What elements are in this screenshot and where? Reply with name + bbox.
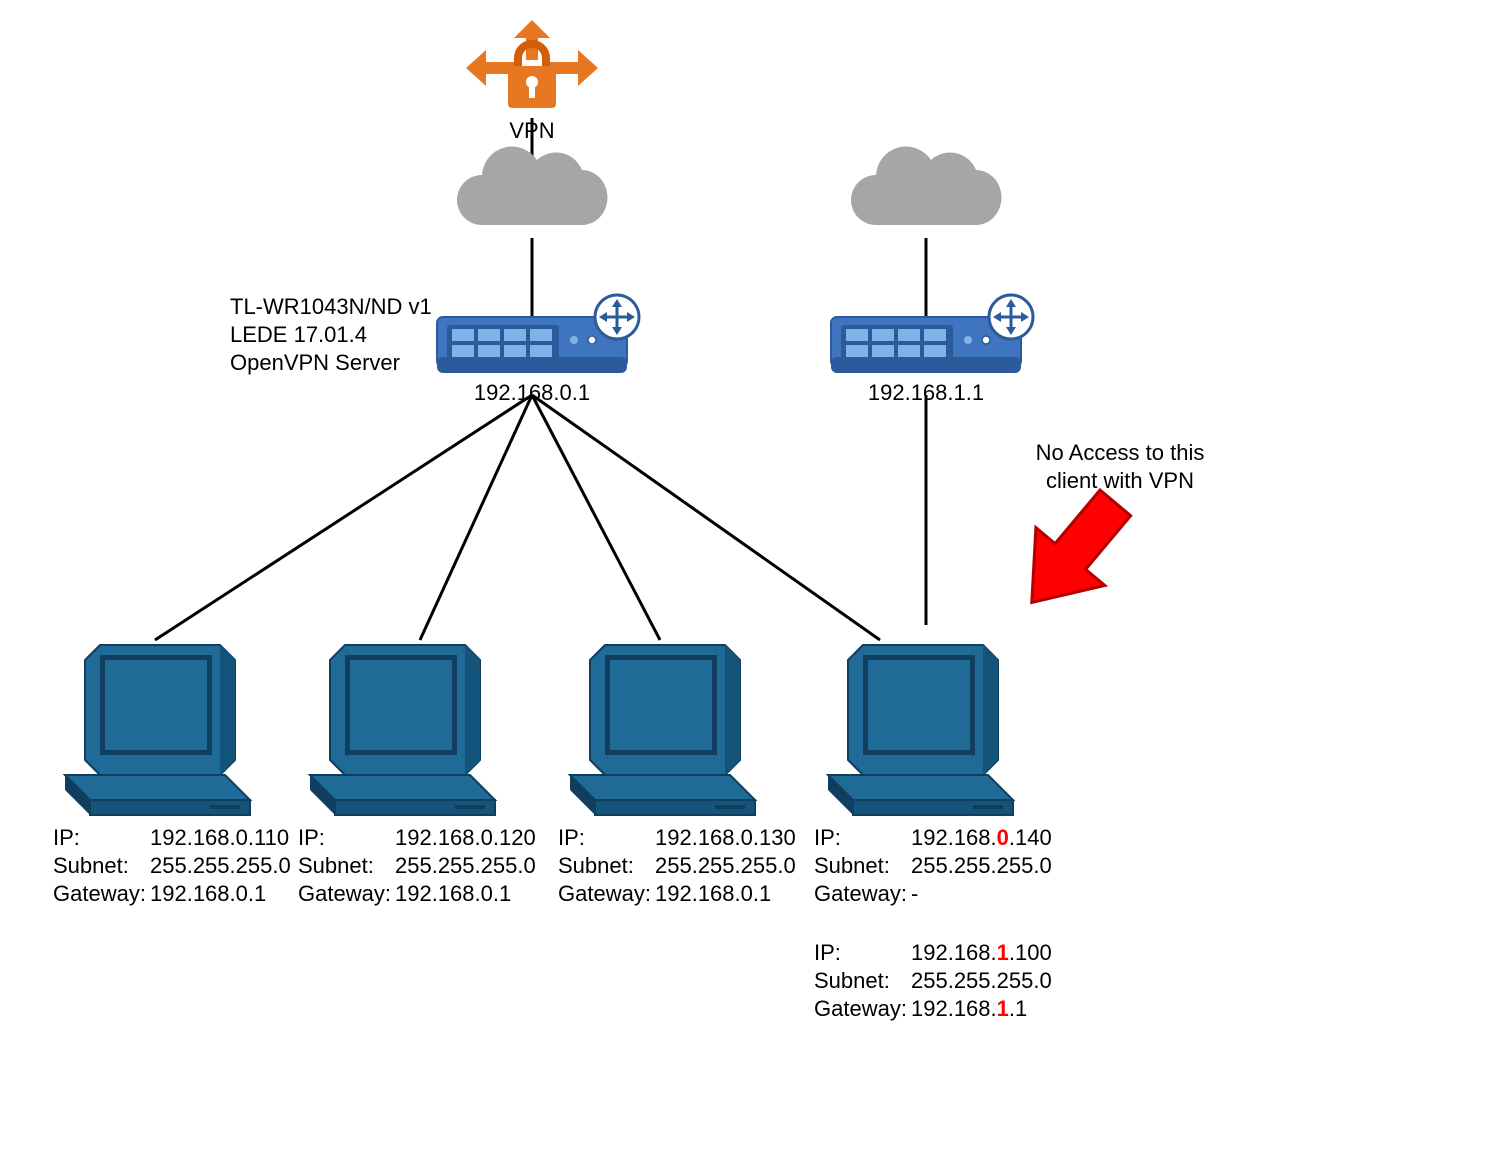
svg-text:255.255.255.0: 255.255.255.0 [150,853,291,878]
svg-text:255.255.255.0: 255.255.255.0 [655,853,796,878]
svg-text:192.168.0.1: 192.168.0.1 [655,881,771,906]
client-3: IP: 192.168.0.130 Subnet: 255.255.255.0 … [558,645,796,906]
svg-text:IP:: IP: [298,825,325,850]
svg-text:192.168.0.1: 192.168.0.1 [150,881,266,906]
svg-text:255.255.255.0: 255.255.255.0 [911,853,1052,878]
client-4: IP: 192.168.0.140 Subnet: 255.255.255.0 … [814,645,1052,1021]
red-arrow-icon [997,474,1150,631]
router-right-ip: 192.168.1.1 [868,380,984,405]
svg-text:192.168.1.1: 192.168.1.1 [911,996,1027,1021]
router-icon [831,295,1033,373]
router-left: 192.168.0.1 TL-WR1043N/ND v1 LEDE 17.01.… [230,294,639,405]
svg-text:Gateway:: Gateway: [53,881,146,906]
svg-text:IP:: IP: [814,940,841,965]
svg-text:Subnet:: Subnet: [558,853,634,878]
svg-text:Subnet:: Subnet: [814,968,890,993]
svg-text:255.255.255.0: 255.255.255.0 [395,853,536,878]
pc-icon [65,645,250,815]
svg-text:192.168.0.1: 192.168.0.1 [395,881,511,906]
svg-text:Gateway:: Gateway: [298,881,391,906]
cloud-left-icon [457,147,607,225]
svg-text:IP:: IP: [558,825,585,850]
svg-text:Subnet:: Subnet: [53,853,129,878]
svg-text:255.255.255.0: 255.255.255.0 [911,968,1052,993]
svg-text:Subnet:: Subnet: [814,853,890,878]
router-left-line2: LEDE 17.01.4 [230,322,367,347]
client-2: IP: 192.168.0.120 Subnet: 255.255.255.0 … [298,645,536,906]
pc-icon [310,645,495,815]
router-right: 192.168.1.1 [831,295,1033,405]
svg-text:192.168.0.130: 192.168.0.130 [655,825,796,850]
svg-text:192.168.0.140: 192.168.0.140 [911,825,1052,850]
vpn-icon: VPN [466,20,598,143]
svg-text:Subnet:: Subnet: [298,853,374,878]
vpn-label: VPN [509,118,554,143]
svg-text:-: - [911,881,918,906]
no-access-note: No Access to this client with VPN [997,440,1204,631]
router-icon [437,295,639,373]
pc-icon [570,645,755,815]
svg-text:192.168.0.110: 192.168.0.110 [150,825,289,850]
svg-text:IP:: IP: [814,825,841,850]
router-left-line1: TL-WR1043N/ND v1 [230,294,432,319]
svg-text:192.168.0.120: 192.168.0.120 [395,825,536,850]
svg-text:192.168.1.100: 192.168.1.100 [911,940,1052,965]
svg-text:Gateway:: Gateway: [814,996,907,1021]
client-1: IP: 192.168.0.110 Subnet: 255.255.255.0 … [53,645,291,906]
svg-text:client with VPN: client with VPN [1046,468,1194,493]
svg-text:IP:: IP: [53,825,80,850]
cloud-right-icon [851,147,1001,225]
svg-text:No Access to this: No Access to this [1036,440,1205,465]
router-left-ip: 192.168.0.1 [474,380,590,405]
svg-text:Gateway:: Gateway: [814,881,907,906]
network-diagram: VPN 192.168.0.1 TL-WR1043N/ND v1 LEDE 17… [0,0,1492,1157]
router-left-line3: OpenVPN Server [230,350,400,375]
pc-icon [828,645,1013,815]
svg-text:Gateway:: Gateway: [558,881,651,906]
